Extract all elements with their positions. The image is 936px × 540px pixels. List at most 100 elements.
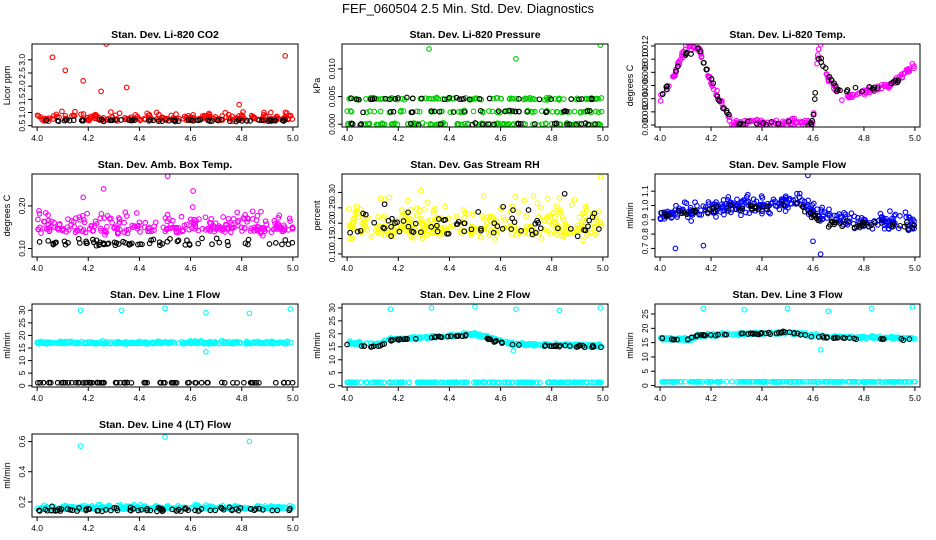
data-point [554, 109, 561, 115]
data-point [424, 199, 431, 206]
data-point [229, 225, 236, 231]
data-point [247, 118, 253, 124]
data-point [157, 242, 163, 249]
y-tick-label: 1.0 [640, 199, 650, 211]
data-point [136, 219, 143, 226]
data-point [351, 341, 358, 348]
data-point [62, 241, 69, 248]
data-point [387, 108, 394, 115]
data-point [45, 238, 52, 244]
data-point [508, 226, 515, 232]
data-point [128, 117, 135, 124]
data-point [416, 229, 422, 236]
data-point [137, 241, 143, 247]
y-axis-label: degrees C [625, 64, 635, 106]
data-point [375, 96, 382, 102]
data-point [436, 108, 443, 115]
data-point [224, 238, 231, 245]
data-point [851, 224, 858, 231]
data-point [537, 225, 544, 232]
data-point [489, 213, 496, 220]
data-point [700, 305, 707, 312]
data-point [405, 120, 411, 127]
data-point [114, 229, 121, 236]
data-point [427, 216, 434, 223]
data-point [398, 207, 405, 213]
data-point [661, 209, 668, 216]
data-point [545, 218, 552, 225]
x-tick-label: 4.8 [236, 133, 248, 143]
data-point [808, 333, 815, 340]
data-point [220, 214, 227, 220]
data-point [490, 229, 497, 236]
data-point [589, 344, 595, 351]
data-point [392, 96, 399, 102]
data-point [225, 242, 231, 249]
x-tick-label: 4.8 [546, 133, 558, 143]
data-point [541, 343, 548, 349]
plot-frame [341, 43, 609, 128]
data-point [256, 505, 262, 512]
panel-title: Stan. Dev. Line 4 (LT) Flow [99, 419, 232, 431]
y-axis: 0 5 10 15 20 25 [640, 309, 655, 388]
data-point [281, 379, 287, 386]
data-point [886, 226, 892, 232]
x-tick-label: 4.8 [858, 133, 870, 143]
y-tick-label: 0.8 [640, 228, 650, 240]
data-point [518, 227, 524, 234]
data-point [500, 203, 506, 210]
data-point [802, 330, 809, 336]
data-point [509, 108, 516, 114]
data-point [561, 230, 567, 237]
data-point [596, 208, 602, 215]
data-point [262, 113, 269, 120]
data-point [460, 207, 467, 213]
data-point [455, 218, 462, 225]
data-point [409, 95, 416, 102]
data-point [389, 379, 395, 386]
data-point [515, 121, 522, 127]
data-point [478, 225, 484, 232]
y-tick-label: 0 [640, 383, 650, 388]
data-point [555, 225, 561, 232]
data-point [703, 66, 710, 73]
data-point [486, 95, 493, 102]
data-point [123, 213, 130, 219]
data-point [285, 241, 292, 248]
data-point [132, 117, 138, 123]
data-point [250, 379, 256, 386]
data-point [380, 216, 387, 222]
data-point [81, 216, 87, 223]
panel-title: Stan. Dev. Gas Stream RH [410, 159, 539, 171]
data-point [450, 109, 457, 115]
data-point [426, 46, 432, 52]
data-point [222, 109, 229, 116]
data-point [256, 379, 262, 386]
data-point [75, 379, 82, 386]
data-point [75, 227, 81, 234]
y-tick-label: 0.15 [327, 230, 337, 247]
points [35, 174, 296, 249]
x-tick-label: 4.6 [495, 133, 507, 143]
data-point [461, 228, 468, 235]
data-point [550, 379, 557, 386]
data-point [363, 109, 370, 116]
data-point [704, 209, 711, 216]
data-point [805, 174, 811, 179]
x-tick-label: 4.4 [756, 263, 768, 273]
data-point [289, 379, 296, 386]
data-point [774, 379, 780, 385]
data-point [213, 235, 220, 242]
data-point [35, 216, 41, 223]
data-point [516, 96, 522, 102]
data-point [480, 193, 487, 199]
data-point [837, 87, 843, 94]
data-point [174, 238, 181, 245]
data-point [522, 95, 529, 102]
data-point [181, 222, 188, 229]
data-point [65, 216, 71, 222]
data-point [92, 111, 99, 118]
data-point [556, 195, 563, 201]
data-point [765, 329, 772, 336]
data-point [157, 379, 164, 386]
